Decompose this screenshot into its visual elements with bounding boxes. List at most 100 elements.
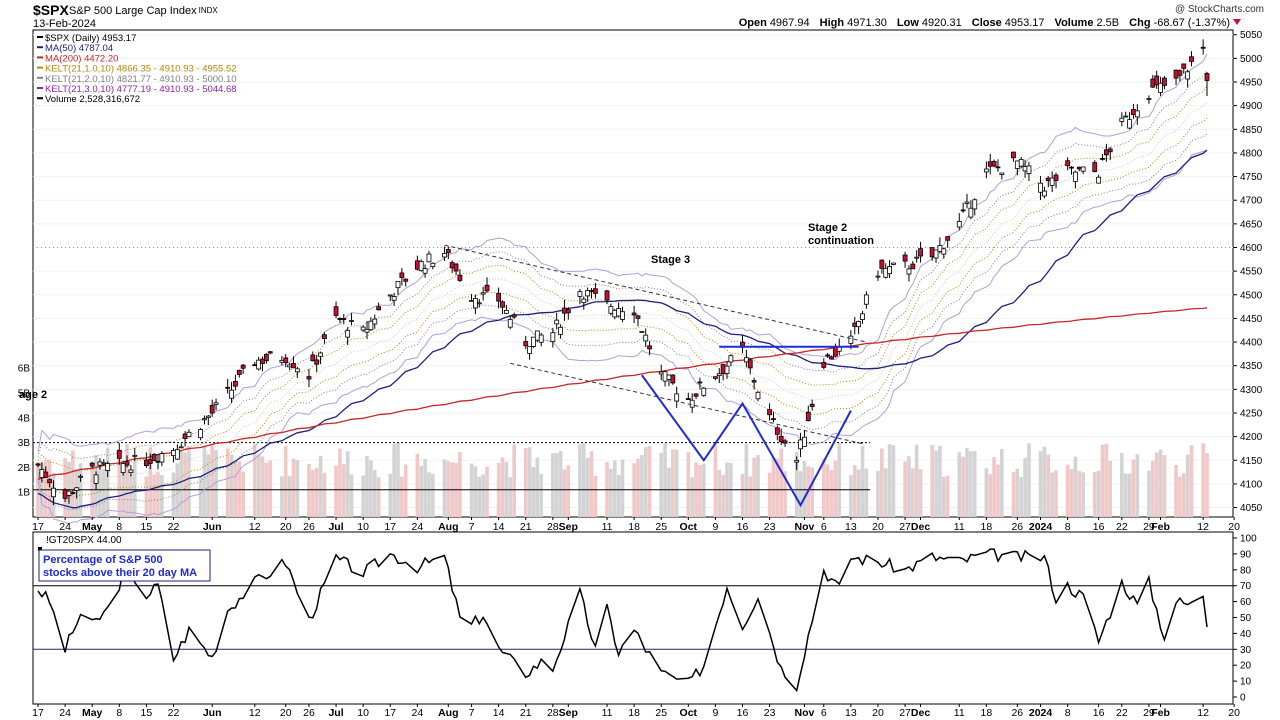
volume-bar: [744, 443, 749, 517]
volume-bar: [1174, 465, 1178, 517]
volume-bar: [825, 464, 830, 517]
oscillator-tick-label: 30: [1240, 645, 1252, 656]
price-tick-label: 4450: [1240, 314, 1263, 325]
volume-bar: [829, 469, 834, 517]
price-tick-label: 5050: [1240, 30, 1263, 41]
volume-bar: [539, 474, 544, 517]
volume-bar: [291, 458, 296, 517]
candle-body: [66, 490, 72, 496]
x-tick-label: 17: [384, 707, 396, 719]
volume-bar: [1205, 453, 1209, 517]
x-tick-label: 12: [1197, 707, 1209, 719]
volume-bar: [1154, 452, 1159, 517]
candle-body: [581, 298, 587, 304]
legend-entry: KELT(21,2.0,10) 4821.77 - 4910.93 - 5000…: [45, 74, 237, 85]
volume-bar: [152, 474, 156, 517]
price-tick-label: 4100: [1240, 479, 1263, 490]
volume-bar: [210, 443, 214, 517]
volume-bar: [1050, 472, 1054, 517]
candle-body: [267, 351, 273, 354]
candle-body: [511, 314, 517, 318]
candle-body: [93, 474, 99, 484]
x-tick-label: 25: [655, 707, 667, 719]
candle-body: [805, 411, 811, 422]
chart-date: 13-Feb-2024: [33, 18, 96, 30]
candle-body: [1177, 70, 1183, 76]
volume-bar: [345, 451, 350, 517]
candle-body: [565, 309, 571, 314]
candle-body: [1049, 177, 1055, 186]
price-grid: [33, 34, 1233, 509]
volume-bar: [473, 466, 478, 517]
candle-body: [534, 330, 540, 341]
candle-body: [983, 168, 989, 173]
candle-body: [968, 207, 974, 218]
x-axis-top: 17 24 May 8 15 22 Jun 12 20 26 Jul 10 17 24 Aug 7 14 21 28…: [32, 517, 1240, 533]
candle-body: [391, 296, 397, 301]
candle-body: [1173, 69, 1179, 79]
volume-bar: [469, 463, 474, 517]
price-tick-label: 4600: [1240, 243, 1263, 254]
candle-body: [105, 463, 111, 471]
volume-bar: [1042, 446, 1047, 517]
volume-bar: [883, 468, 888, 517]
volume-bar: [1015, 468, 1020, 517]
x-tick-label: 16: [1093, 707, 1105, 719]
candle-body: [1018, 159, 1024, 167]
candle-body: [821, 361, 827, 368]
candle-body: [213, 402, 219, 405]
candle-body: [418, 261, 424, 272]
candle-body: [879, 259, 885, 269]
volume-bar: [512, 444, 516, 517]
candle-body: [453, 263, 459, 272]
candle-body: [856, 321, 862, 328]
candle-body: [101, 462, 107, 465]
volume-bar: [581, 443, 586, 517]
volume-bar: [740, 473, 745, 517]
x-tick-label: 22: [168, 521, 180, 533]
candle-body: [333, 306, 339, 316]
volume-bar: [941, 476, 946, 517]
volume-bar: [102, 469, 106, 517]
volume-bar: [992, 457, 996, 517]
candle-body: [724, 365, 730, 374]
volume-bar: [523, 448, 528, 517]
volume-bar: [864, 468, 869, 517]
volume-bar: [934, 450, 938, 517]
candle-body: [1150, 78, 1156, 88]
x-tick-label: 15: [141, 521, 153, 533]
volume-bar: [810, 467, 814, 517]
candle-body: [1038, 182, 1043, 193]
candle-body: [155, 460, 161, 463]
x-tick-label: 17: [384, 521, 396, 533]
volume-bar: [415, 453, 420, 517]
volume-bar: [880, 448, 884, 517]
x-tick-label: 10: [357, 521, 369, 533]
candle-body: [1026, 165, 1032, 174]
x-tick-label: 13: [845, 521, 857, 533]
volume-bar: [477, 476, 482, 517]
volume-bar: [485, 466, 489, 517]
candle-body: [120, 463, 126, 473]
volume-bar: [446, 461, 451, 517]
candle-body: [1107, 148, 1113, 153]
kelt1-lower-line: [37, 117, 1208, 498]
volume-bar: [1131, 459, 1136, 517]
candle-body: [728, 355, 734, 363]
volume-bar: [307, 464, 311, 517]
x-tick-label: Aug: [438, 707, 458, 719]
candle-body: [198, 429, 203, 439]
candle-body: [294, 368, 300, 373]
x-tick-label: 6: [821, 521, 827, 533]
volume-bar: [833, 460, 838, 517]
candle-body: [852, 322, 858, 327]
candle-body: [825, 354, 831, 357]
volume-bar: [129, 474, 133, 517]
volume-bar: [183, 452, 187, 517]
candle-body: [1069, 166, 1074, 169]
stage2-left-annotation: age 2: [19, 389, 47, 401]
price-tick-label: 4400: [1240, 338, 1263, 349]
volume-bar: [721, 474, 725, 517]
candle-body: [62, 489, 68, 499]
candle-body: [480, 292, 486, 295]
